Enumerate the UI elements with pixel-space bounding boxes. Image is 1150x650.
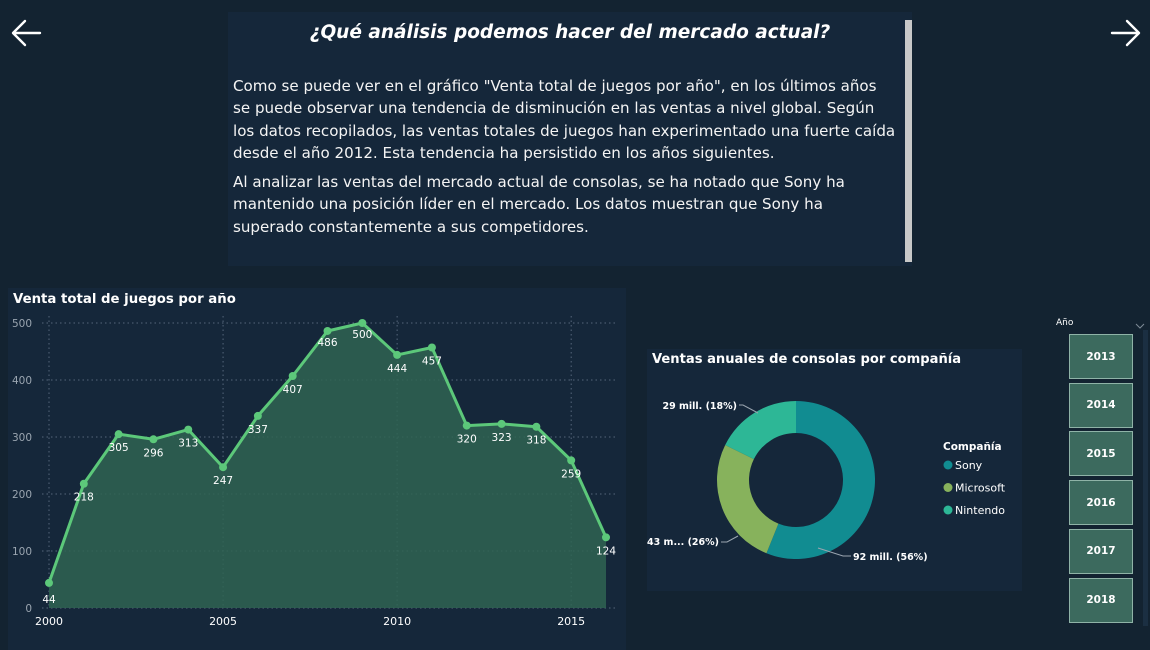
legend-label[interactable]: Nintendo xyxy=(955,504,1005,517)
data-point[interactable] xyxy=(184,425,193,434)
data-point[interactable] xyxy=(114,430,123,439)
donut-chart: 92 mill. (56%) 43 m... (26%) 29 mill. (18%… xyxy=(647,401,1006,563)
slicer-year-2014[interactable]: 2014 xyxy=(1069,382,1133,428)
donut-slice-sony[interactable] xyxy=(766,401,875,559)
data-point[interactable] xyxy=(253,411,262,420)
x-tick-label: 2005 xyxy=(209,615,237,628)
data-label: 407 xyxy=(283,384,303,396)
slicer-year-2015[interactable]: 2015 xyxy=(1069,431,1133,477)
y-tick-label: 200 xyxy=(12,489,32,501)
y-tick-label: 100 xyxy=(12,546,32,558)
next-arrow-icon[interactable] xyxy=(1109,16,1143,50)
data-label: 457 xyxy=(422,356,442,368)
data-point[interactable] xyxy=(149,435,158,444)
slicer-year-2013[interactable]: 2013 xyxy=(1069,334,1133,379)
slicer-year-2018[interactable]: 2018 xyxy=(1069,577,1133,623)
line-chart-panel: 0 100 200 300 400 500 2000 2005 2010 2015 44 218 305… xyxy=(8,288,626,650)
x-tick-label: 2000 xyxy=(35,615,63,628)
slice-data-label: 92 mill. (56%) xyxy=(853,552,928,563)
data-point[interactable] xyxy=(393,350,402,359)
data-label: 218 xyxy=(74,492,94,504)
legend-marker[interactable] xyxy=(943,483,953,492)
data-point[interactable] xyxy=(45,578,53,587)
area-fill xyxy=(49,323,606,608)
legend-label[interactable]: Microsoft xyxy=(955,482,1006,495)
y-tick-label: 300 xyxy=(12,432,32,444)
data-point[interactable] xyxy=(427,343,436,352)
analysis-heading: ¿Qué análisis podemos hacer del mercado … xyxy=(309,22,831,43)
slice-data-label: 29 mill. (18%) xyxy=(662,401,737,412)
data-label: 313 xyxy=(178,438,198,450)
data-point[interactable] xyxy=(497,419,506,428)
slicer-scrollbar[interactable] xyxy=(1143,330,1148,626)
text-scrollbar[interactable] xyxy=(905,20,912,262)
data-label: 318 xyxy=(526,435,546,447)
data-point[interactable] xyxy=(532,422,541,431)
data-point[interactable] xyxy=(462,421,471,430)
line-chart-title: Venta total de juegos por año xyxy=(13,292,236,307)
legend-marker[interactable] xyxy=(943,505,953,515)
x-tick-label: 2010 xyxy=(383,615,411,628)
analysis-paragraph-2: Al analizar las ventas del mercado actua… xyxy=(233,173,845,236)
analysis-text-panel: ¿Qué análisis podemos hacer del mercado … xyxy=(228,12,912,266)
back-arrow-icon[interactable] xyxy=(9,16,43,50)
data-point[interactable] xyxy=(323,326,332,335)
data-label: 486 xyxy=(317,337,337,349)
slicer-year-2016[interactable]: 2016 xyxy=(1069,480,1133,526)
legend-title: Compañía xyxy=(943,441,1002,453)
legend-marker[interactable] xyxy=(943,460,953,470)
data-point[interactable] xyxy=(219,463,228,472)
data-label: 259 xyxy=(561,468,581,480)
slice-leader-line xyxy=(817,547,851,557)
y-tick-label: 0 xyxy=(25,603,32,615)
data-label: 337 xyxy=(248,424,268,436)
x-tick-label: 2015 xyxy=(557,615,585,628)
data-label: 247 xyxy=(213,475,233,487)
donut-slice-nintendo[interactable] xyxy=(725,401,796,460)
data-label: 296 xyxy=(143,447,163,459)
y-tick-label: 500 xyxy=(12,318,32,330)
data-point[interactable] xyxy=(358,319,367,327)
chevron-down-icon[interactable] xyxy=(1134,316,1146,329)
y-tick-label: 400 xyxy=(12,375,32,387)
donut-chart-title: Ventas anuales de consolas por compañía xyxy=(652,352,962,367)
data-label: 500 xyxy=(352,329,372,341)
data-label: 323 xyxy=(492,432,512,444)
data-label: 320 xyxy=(457,434,477,446)
legend-label[interactable]: Sony xyxy=(955,459,983,472)
donut-chart-panel: 92 mill. (56%) 43 m... (26%) 29 mill. (18%… xyxy=(647,349,1022,591)
data-label: 305 xyxy=(109,442,129,454)
data-label: 124 xyxy=(596,545,616,557)
year-slicer-title: Año xyxy=(1056,318,1074,328)
data-point[interactable] xyxy=(79,479,88,488)
data-point[interactable] xyxy=(567,456,576,465)
slicer-year-2017[interactable]: 2017 xyxy=(1069,528,1133,574)
slice-leader-line xyxy=(739,404,759,414)
data-point[interactable] xyxy=(602,533,610,542)
analysis-paragraph-1: Como se puede ver en el gráfico "Venta t… xyxy=(233,77,896,163)
donut-slice-microsoft[interactable] xyxy=(717,444,779,554)
slice-data-label: 43 m... (26%) xyxy=(647,537,719,548)
slice-leader-line xyxy=(721,535,739,543)
data-point[interactable] xyxy=(288,372,297,381)
data-label: 44 xyxy=(42,594,56,606)
data-label: 444 xyxy=(387,363,407,375)
line-chart: 0 100 200 300 400 500 2000 2005 2010 2015 44 218 305… xyxy=(12,316,616,628)
